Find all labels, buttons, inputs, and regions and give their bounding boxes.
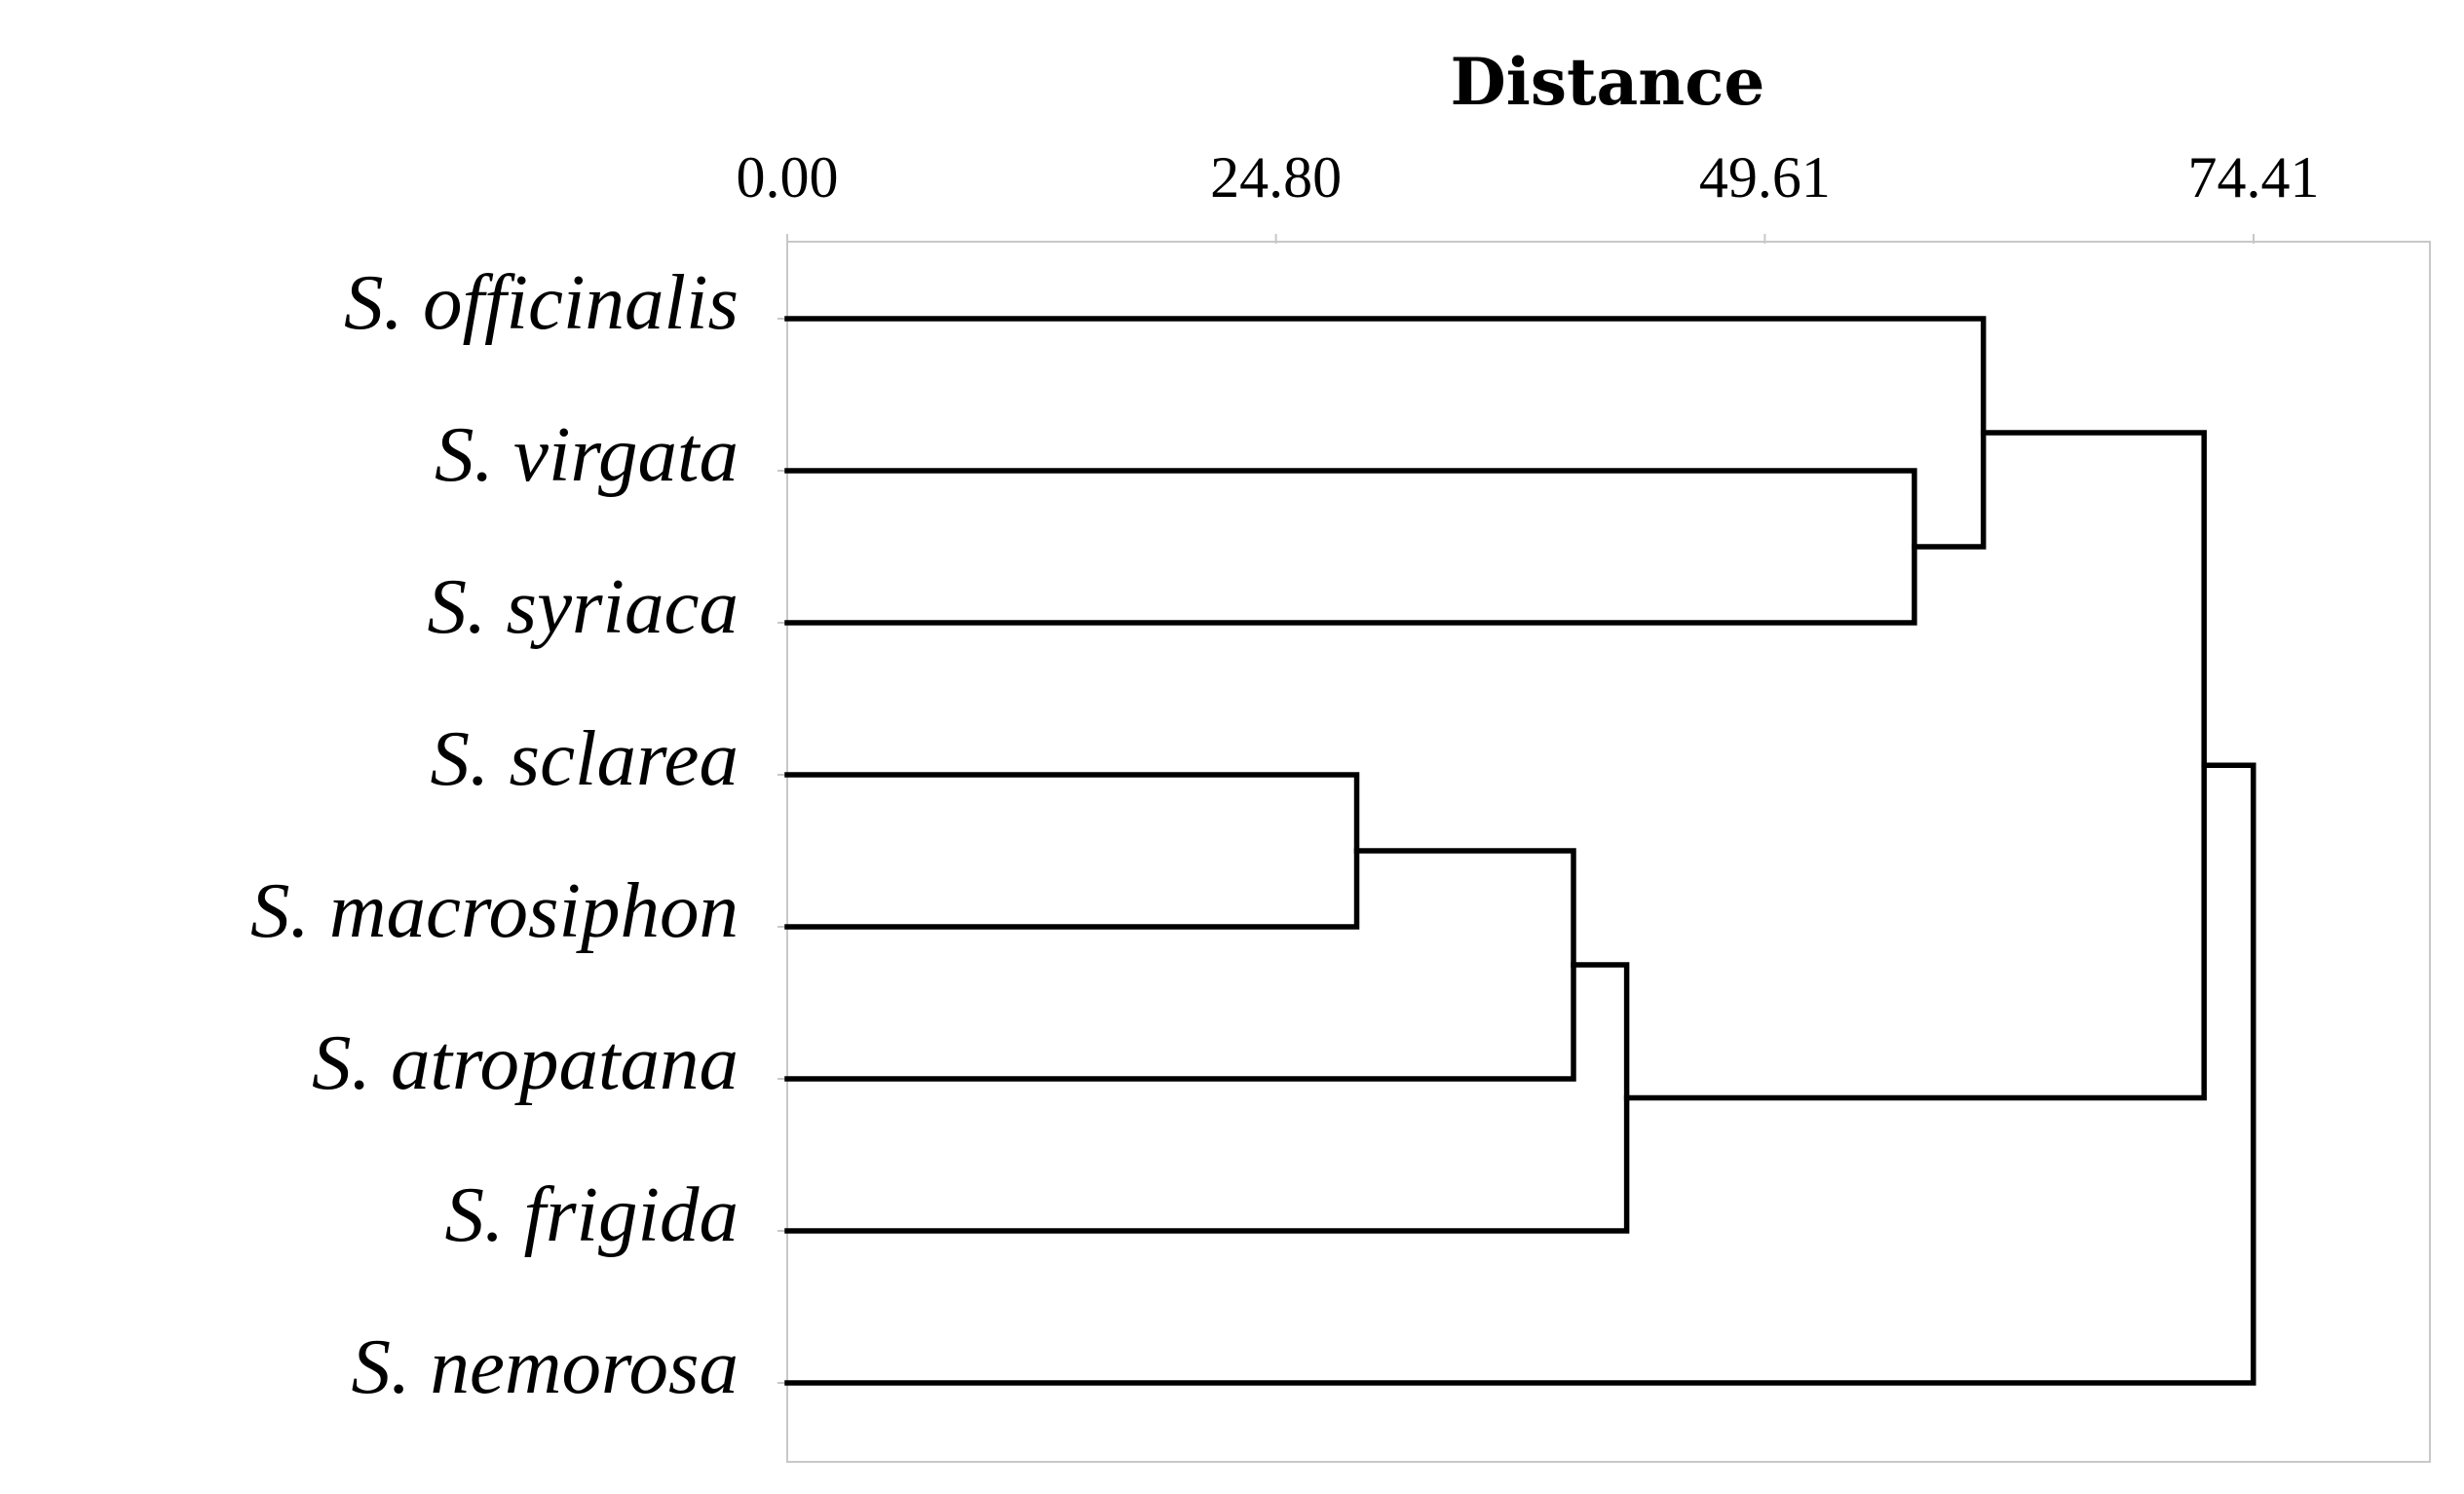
leaf-label-s-frigida: S. frigida	[444, 1170, 739, 1258]
branch-m7	[784, 762, 2256, 1386]
branch-m5	[784, 316, 1987, 550]
axis-ticks: 0.00 24.80 49.61 74.41	[737, 145, 2319, 244]
leaf-label-s-sclarea: S. sclarea	[431, 714, 739, 802]
x-tick-label-3: 74.41	[2187, 145, 2319, 210]
branch-m2	[784, 848, 1576, 1082]
x-tick-label-2: 49.61	[1699, 145, 1831, 210]
leaf-label-s-officinalis: S. officinalis	[344, 258, 739, 346]
branch-m4	[784, 468, 1917, 626]
leaf-label-s-atropatana: S. atropatana	[312, 1018, 739, 1106]
dendrogram-branches	[784, 316, 2256, 1386]
leaf-label-s-nemorosa: S. nemorosa	[352, 1322, 739, 1410]
x-tick-label-0: 0.00	[737, 145, 839, 210]
branch-m3	[784, 962, 1630, 1234]
leaf-label-s-syriaca: S. syriaca	[428, 562, 739, 650]
x-tick-label-1: 24.80	[1210, 145, 1342, 210]
leaf-label-s-macrosiphon: S. macrosiphon	[250, 866, 739, 954]
leaf-labels: S. officinalis S. virgata S. syriaca S. scl…	[250, 258, 787, 1410]
x-axis-title: Distance	[1451, 44, 1765, 120]
branch-m1	[784, 772, 1360, 930]
plot-frame	[786, 241, 2431, 1463]
leaf-label-s-virgata: S. virgata	[435, 410, 739, 498]
